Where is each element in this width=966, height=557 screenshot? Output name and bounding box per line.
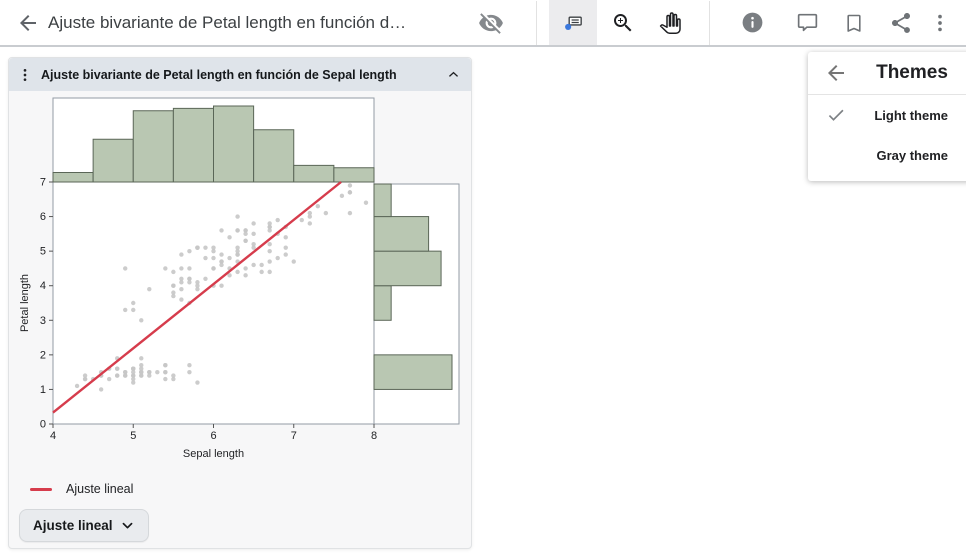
info-icon [742,12,762,33]
bookmark-icon [847,14,861,32]
kebab-menu-icon [938,14,942,31]
chevron-down-icon [122,522,132,529]
datatip-tool-button[interactable] [549,0,597,45]
svg-text:7: 7 [40,177,46,189]
comment-button[interactable] [792,0,822,45]
themes-menu-header: Themes [808,52,966,95]
collapse-button[interactable] [446,68,461,81]
theme-item-gray[interactable]: Gray theme [808,135,966,175]
arrow-left-icon [828,65,844,81]
more-menu-button[interactable] [927,0,953,45]
svg-text:Petal length: Petal length [19,274,31,332]
bookmark-button[interactable] [840,0,868,45]
report-panel-header: Ajuste bivariante de Petal length en fun… [9,58,471,91]
svg-text:0: 0 [40,419,46,431]
svg-text:4: 4 [50,430,56,442]
legend-swatch [30,487,52,491]
svg-text:7: 7 [291,430,297,442]
themes-menu: Themes Light theme Gray theme [808,52,966,181]
report-title: Ajuste bivariante de Petal length en fun… [41,67,397,82]
svg-text:3: 3 [40,315,46,327]
bivariate-plot[interactable]: 4 5 6 7 8 0 1 2 3 4 5 6 7 Sepal length Petal length [9,91,473,471]
visibility-toggle-button[interactable] [477,0,505,45]
svg-text:5: 5 [40,246,46,258]
svg-text:2: 2 [40,349,46,361]
theme-item-label: Light theme [874,107,948,123]
share-icon [892,12,910,33]
datatip-icon [564,16,582,30]
fit-dropdown-label: Ajuste lineal [33,518,113,533]
svg-text:5: 5 [130,430,136,442]
svg-text:6: 6 [40,211,46,223]
chevron-up-icon [448,71,459,77]
svg-text:1: 1 [40,384,46,396]
back-button[interactable] [10,0,46,45]
fit-dropdown-button[interactable]: Ajuste lineal [19,509,149,542]
plot-legend: Ajuste lineal [30,482,471,496]
kebab-menu-icon [23,68,27,81]
theme-item-light[interactable]: Light theme [808,95,966,135]
report-panel: Ajuste bivariante de Petal length en fun… [8,57,472,549]
top-toolbar: Ajuste bivariante de Petal length en fun… [0,0,966,47]
pan-tool-button[interactable] [651,0,691,45]
zoom-in-tool-button[interactable] [603,0,643,45]
svg-text:8: 8 [371,430,377,442]
themes-menu-title: Themes [876,62,948,83]
themes-back-button[interactable] [824,61,848,85]
svg-text:6: 6 [210,430,216,442]
toolbar-separator [709,1,710,45]
toolbar-separator [536,1,537,45]
theme-item-label: Gray theme [876,147,948,163]
eye-off-icon [479,12,503,34]
svg-text:Sepal length: Sepal length [183,448,244,460]
share-button[interactable] [886,0,916,45]
svg-text:4: 4 [40,280,46,292]
check-icon [826,105,850,125]
page-title: Ajuste bivariante de Petal length en fun… [48,12,407,32]
comment-icon [797,13,817,32]
panel-menu-button[interactable] [17,66,33,84]
zoom-in-icon [614,13,632,31]
hand-pan-icon [659,11,681,34]
arrow-left-icon [20,14,36,31]
info-button[interactable] [737,0,767,45]
legend-label: Ajuste lineal [66,482,134,496]
